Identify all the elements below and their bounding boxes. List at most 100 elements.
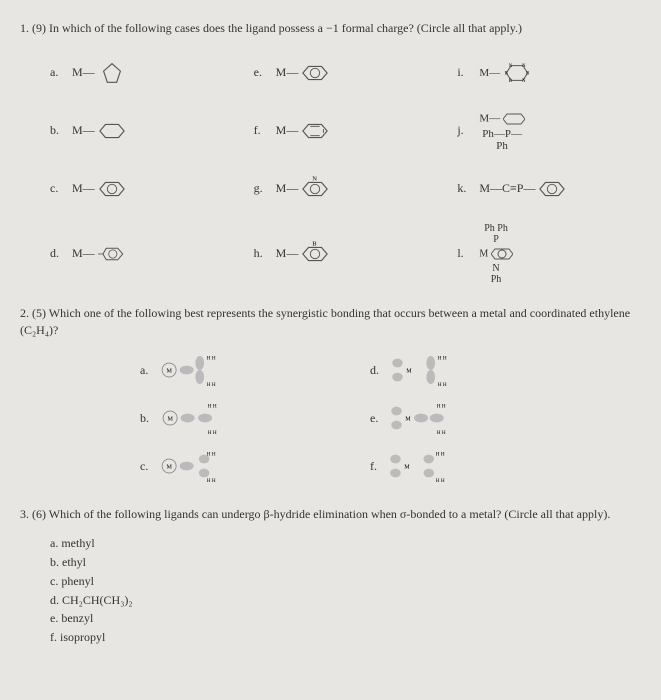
svg-text:H H: H H bbox=[207, 452, 216, 458]
q3-option-e: e. benzyl bbox=[50, 610, 641, 627]
orbital-diagram-icon: M H H H H bbox=[156, 446, 226, 486]
structure-d: M— bbox=[72, 240, 126, 268]
metal-prefix: M— bbox=[72, 180, 95, 197]
j-line3: Ph bbox=[496, 140, 508, 152]
q2-option-e: e. MH HH H bbox=[370, 398, 540, 438]
q2-option-d: d. M H H H H bbox=[370, 350, 540, 390]
q1-option-f: f. M— bbox=[254, 107, 438, 155]
metal-prefix: M— bbox=[276, 245, 299, 262]
q1-option-b: b. M— bbox=[50, 107, 234, 155]
q3-option-d: d. CH₂CH(CH₃)₂ bbox=[50, 592, 641, 609]
svg-text:H H: H H bbox=[207, 382, 216, 388]
orbital-diagram-icon: M H H H H bbox=[157, 398, 227, 438]
question-1: 1. (9) In which of the following cases d… bbox=[20, 20, 641, 285]
q2-options: a. M H H H H d. M H H H H b. M H H H H e. M H H… bbox=[20, 350, 540, 486]
metal-prefix: M—C≡P— bbox=[479, 180, 535, 197]
option-label: d. bbox=[50, 245, 66, 262]
svg-text:M: M bbox=[168, 417, 174, 423]
option-label: l. bbox=[457, 245, 473, 262]
pyridine-icon: N bbox=[301, 175, 329, 203]
structure-b: M— bbox=[72, 117, 126, 145]
svg-text:H H: H H bbox=[207, 356, 216, 362]
svg-text:N: N bbox=[522, 64, 526, 69]
q3-option-b: b. ethyl bbox=[50, 554, 641, 571]
option-label: a. bbox=[50, 64, 66, 81]
q2-text: 2. (5) Which one of the following best r… bbox=[20, 305, 641, 339]
phenyl-ring-icon bbox=[538, 175, 566, 203]
q3-options: a. methyl b. ethyl c. phenyl d. CH₂CH(CH… bbox=[20, 535, 641, 646]
q1-option-k: k. M—C≡P— bbox=[457, 165, 641, 213]
structure-h: M— B bbox=[276, 240, 330, 268]
option-label: c. bbox=[50, 180, 66, 197]
l-top: Ph Ph bbox=[484, 223, 508, 234]
q1-option-e: e. M— bbox=[254, 49, 438, 97]
structure-c: M— bbox=[72, 175, 126, 203]
structure-f: M— bbox=[276, 117, 330, 145]
option-label: a. bbox=[140, 362, 148, 379]
svg-text:M: M bbox=[167, 465, 173, 471]
option-label: h. bbox=[254, 245, 270, 262]
q1-option-j: j. M— Ph—P— Ph bbox=[457, 107, 641, 155]
svg-text:B: B bbox=[313, 240, 318, 247]
option-label: e. bbox=[254, 64, 270, 81]
metal-prefix: M— bbox=[276, 64, 299, 81]
q1-text: 1. (9) In which of the following cases d… bbox=[20, 20, 641, 37]
structure-j: M— Ph—P— Ph bbox=[479, 110, 525, 152]
option-label: i. bbox=[457, 64, 473, 81]
l-m: M bbox=[479, 248, 488, 259]
svg-text:H H: H H bbox=[437, 404, 446, 410]
structure-a: M— bbox=[72, 59, 126, 87]
option-label: g. bbox=[254, 180, 270, 197]
svg-text:H H: H H bbox=[436, 478, 445, 484]
q3-prompt: Which of the following ligands can under… bbox=[49, 507, 611, 521]
l-n: N bbox=[492, 263, 499, 274]
metal-prefix: M— bbox=[479, 67, 500, 79]
svg-text:H H: H H bbox=[438, 356, 447, 362]
benzene-ring-icon bbox=[98, 175, 126, 203]
structure-l: Ph Ph P M N Ph bbox=[479, 223, 512, 285]
metal-prefix: M— bbox=[72, 64, 95, 81]
option-label: c. bbox=[140, 458, 148, 475]
question-2: 2. (5) Which one of the following best r… bbox=[20, 305, 641, 487]
l-bot: Ph bbox=[491, 274, 502, 285]
q1-option-c: c. M— bbox=[50, 165, 234, 213]
q3-option-a: a. methyl bbox=[50, 535, 641, 552]
q1-number: 1. (9) bbox=[20, 21, 46, 35]
svg-text:H H: H H bbox=[208, 430, 217, 436]
svg-text:B: B bbox=[509, 79, 513, 84]
q2-option-c: c. M H H H H bbox=[140, 446, 310, 486]
q1-option-h: h. M— B bbox=[254, 223, 438, 285]
q3-text: 3. (6) Which of the following ligands ca… bbox=[20, 506, 641, 523]
svg-text:N: N bbox=[509, 64, 513, 69]
phenyl-icon bbox=[301, 117, 329, 145]
j-line1: M— bbox=[479, 112, 500, 124]
metal-prefix: M— bbox=[276, 180, 299, 197]
benzene-icon bbox=[301, 59, 329, 87]
svg-text:H H: H H bbox=[436, 452, 445, 458]
benzyl-icon bbox=[98, 240, 126, 268]
q1-option-d: d. M— bbox=[50, 223, 234, 285]
svg-text:M: M bbox=[167, 369, 173, 375]
svg-text:H H: H H bbox=[208, 404, 217, 410]
svg-text:H H: H H bbox=[207, 478, 216, 484]
q3-option-c: c. phenyl bbox=[50, 573, 641, 590]
option-label: f. bbox=[254, 122, 270, 139]
l-p: P bbox=[493, 234, 499, 245]
option-label: d. bbox=[370, 362, 379, 379]
q2-option-a: a. M H H H H bbox=[140, 350, 310, 390]
orbital-diagram-icon: M H H H H bbox=[156, 350, 226, 390]
option-label: j. bbox=[457, 122, 473, 139]
svg-text:H H: H H bbox=[438, 382, 447, 388]
option-label: k. bbox=[457, 180, 473, 197]
structure-k: M—C≡P— bbox=[479, 175, 566, 203]
svg-text:M: M bbox=[406, 417, 412, 423]
q1-option-a: a. M— bbox=[50, 49, 234, 97]
metal-prefix: M— bbox=[72, 245, 95, 262]
option-label: e. bbox=[370, 410, 378, 427]
q2-option-f: f. MH HH H bbox=[370, 446, 540, 486]
option-label: b. bbox=[140, 410, 149, 427]
q1-option-g: g. M— N bbox=[254, 165, 438, 213]
svg-text:M: M bbox=[406, 369, 412, 375]
svg-text:N: N bbox=[522, 79, 526, 84]
structure-e: M— bbox=[276, 59, 330, 87]
